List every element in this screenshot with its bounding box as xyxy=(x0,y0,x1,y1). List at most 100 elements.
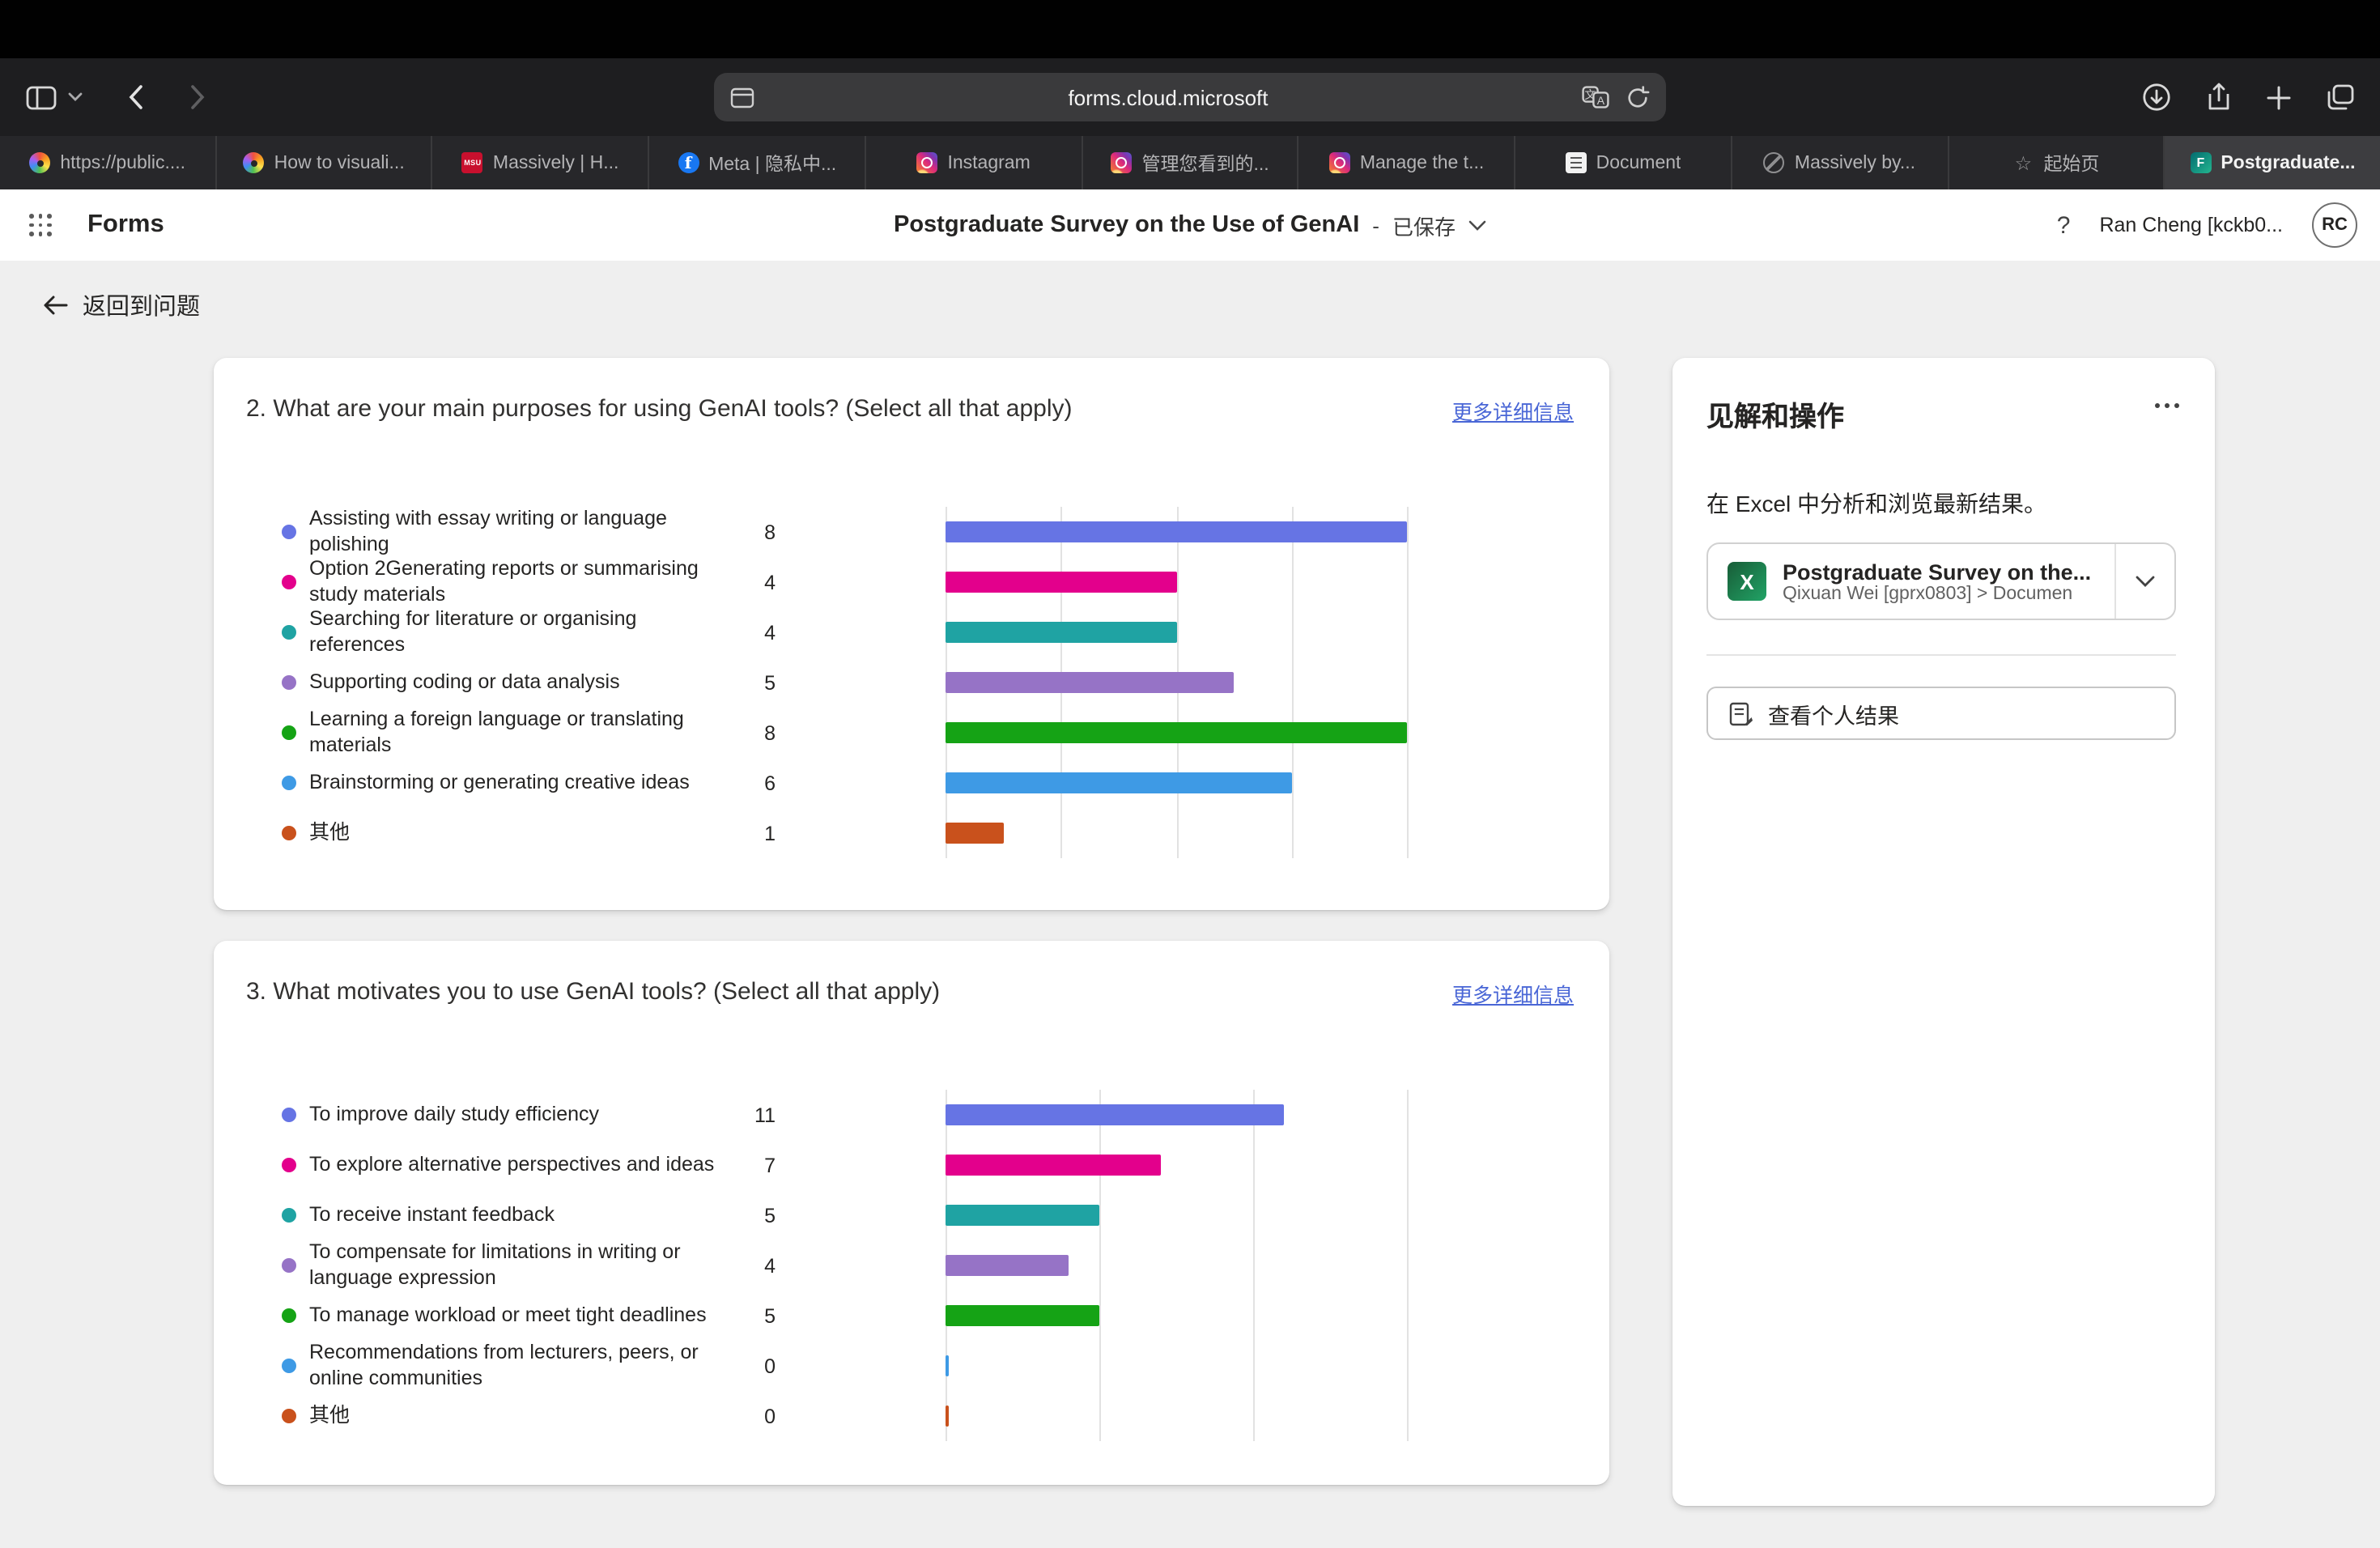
sidebar-chevron-down-icon[interactable] xyxy=(68,92,83,102)
tab-how-to-visualize[interactable]: How to visuali... xyxy=(216,136,433,189)
legend-count: 5 xyxy=(764,1304,776,1327)
legend-item: 其他 0 xyxy=(282,1391,844,1441)
back-to-questions-link[interactable]: 返回到问题 xyxy=(42,288,200,322)
legend-count: 1 xyxy=(764,822,776,844)
bar xyxy=(946,1205,1099,1226)
chart-legend: Assisting with essay writing or language… xyxy=(282,507,844,858)
legend-label: To explore alternative perspectives and … xyxy=(309,1152,715,1176)
bar xyxy=(946,1155,1161,1176)
downloads-icon[interactable] xyxy=(2142,83,2171,112)
more-options-icon[interactable] xyxy=(2155,403,2179,408)
legend-label: To receive instant feedback xyxy=(309,1202,555,1226)
divider xyxy=(1706,654,2176,656)
legend-label: To compensate for limitations in writing… xyxy=(309,1240,681,1289)
tab-postgraduate-survey[interactable]: Postgraduate... xyxy=(2165,136,2380,189)
sidebar-toggle-icon[interactable] xyxy=(26,85,57,109)
waffle-menu-icon[interactable] xyxy=(29,214,52,236)
legend-count: 0 xyxy=(764,1354,776,1377)
svg-text:A: A xyxy=(1597,94,1605,107)
save-status: 已保存 xyxy=(1392,215,1456,239)
msu-badge-icon xyxy=(461,152,483,173)
legend-count: 8 xyxy=(764,721,776,744)
tab-massively-h[interactable]: Massively | H... xyxy=(433,136,650,189)
url-text[interactable]: forms.cloud.microsoft xyxy=(1068,85,1269,109)
bar xyxy=(946,722,1407,743)
legend-item: Brainstorming or generating creative ide… xyxy=(282,758,844,808)
legend-item: Recommendations from lecturers, peers, o… xyxy=(282,1341,844,1391)
bar xyxy=(946,521,1407,542)
legend-item: To manage workload or meet tight deadlin… xyxy=(282,1291,844,1341)
facebook-icon xyxy=(678,152,699,173)
document-icon xyxy=(1565,152,1587,173)
tab-massively-by[interactable]: Massively by... xyxy=(1732,136,1949,189)
legend-count: 11 xyxy=(754,1104,776,1126)
avatar[interactable]: RC xyxy=(2312,202,2357,248)
view-individual-results-button[interactable]: 查看个人结果 xyxy=(1706,687,2176,740)
instagram-icon xyxy=(916,152,938,173)
tab-public[interactable]: https://public.... xyxy=(0,136,217,189)
bar-row xyxy=(946,1190,1407,1240)
legend-color-dot xyxy=(282,1208,296,1223)
legend-color-dot xyxy=(282,826,296,840)
legend-color-dot xyxy=(282,675,296,690)
forward-icon[interactable] xyxy=(189,84,206,110)
gridline xyxy=(1291,507,1294,858)
site-info-icon[interactable] xyxy=(730,87,754,108)
legend-color-dot xyxy=(282,776,296,790)
legend-label: To manage workload or meet tight deadlin… xyxy=(309,1303,707,1326)
star-icon xyxy=(2012,152,2034,173)
tab-start-page[interactable]: 起始页 xyxy=(1949,136,2165,189)
legend-item: To improve daily study efficiency 11 xyxy=(282,1090,844,1140)
tab-manage-the[interactable]: Manage the t... xyxy=(1299,136,1516,189)
share-icon[interactable] xyxy=(2207,83,2231,112)
legend-color-dot xyxy=(282,625,296,640)
more-details-link[interactable]: 更多详细信息 xyxy=(1451,985,1574,1007)
asterisk-icon xyxy=(29,152,51,173)
legend-color-dot xyxy=(282,1158,296,1172)
question-title: 3. What motivates you to use GenAI tools… xyxy=(246,978,941,1006)
legend-count: 5 xyxy=(764,1204,776,1227)
help-icon[interactable]: ? xyxy=(2056,211,2071,239)
legend-count: 4 xyxy=(764,621,776,644)
reload-icon[interactable] xyxy=(1626,85,1650,109)
bar-row xyxy=(946,657,1407,708)
file-chevron-down-icon[interactable] xyxy=(2116,544,2174,619)
legend-color-dot xyxy=(282,575,296,589)
bar xyxy=(946,772,1292,793)
tab-instagram[interactable]: Instagram xyxy=(866,136,1083,189)
question-title: 2. What are your main purposes for using… xyxy=(246,395,1073,423)
more-details-link[interactable]: 更多详细信息 xyxy=(1451,402,1574,424)
excel-file-card[interactable]: X Postgraduate Survey on the... Qixuan W… xyxy=(1706,542,2176,620)
legend-color-dot xyxy=(282,1359,296,1373)
tab-meta-privacy[interactable]: Meta | 隐私中... xyxy=(649,136,866,189)
excel-icon: X xyxy=(1728,562,1766,601)
legend-item: To compensate for limitations in writing… xyxy=(282,1240,844,1291)
bar-chart: Assisting with essay writing or language… xyxy=(282,507,1609,1036)
bar xyxy=(946,1355,949,1376)
tab-manage-zh[interactable]: 管理您看到的... xyxy=(1082,136,1299,189)
tab-overview-icon[interactable] xyxy=(2327,84,2354,110)
bar-row xyxy=(946,758,1407,808)
bar-row xyxy=(946,1341,1407,1391)
user-name: Ran Cheng [kckb0... xyxy=(2099,214,2283,236)
legend-item: Searching for literature or organising r… xyxy=(282,607,844,657)
gridline xyxy=(1099,1090,1101,1441)
legend-item: To explore alternative perspectives and … xyxy=(282,1140,844,1190)
legend-count: 4 xyxy=(764,571,776,593)
bar-row xyxy=(946,1090,1407,1140)
bar xyxy=(946,672,1235,693)
tab-document[interactable]: Document xyxy=(1515,136,1732,189)
document-title-menu[interactable]: Postgraduate Survey on the Use of GenAI … xyxy=(894,210,1486,240)
legend-color-dot xyxy=(282,1308,296,1323)
bar-row xyxy=(946,1240,1407,1291)
back-icon[interactable] xyxy=(128,84,144,110)
bar-chart: To improve daily study efficiency 11 To ex… xyxy=(282,1090,1609,1441)
chart-legend: To improve daily study efficiency 11 To ex… xyxy=(282,1090,844,1441)
legend-label: Option 2Generating reports or summarisin… xyxy=(309,557,699,606)
new-tab-icon[interactable] xyxy=(2267,85,2291,109)
instagram-icon xyxy=(1111,152,1133,173)
